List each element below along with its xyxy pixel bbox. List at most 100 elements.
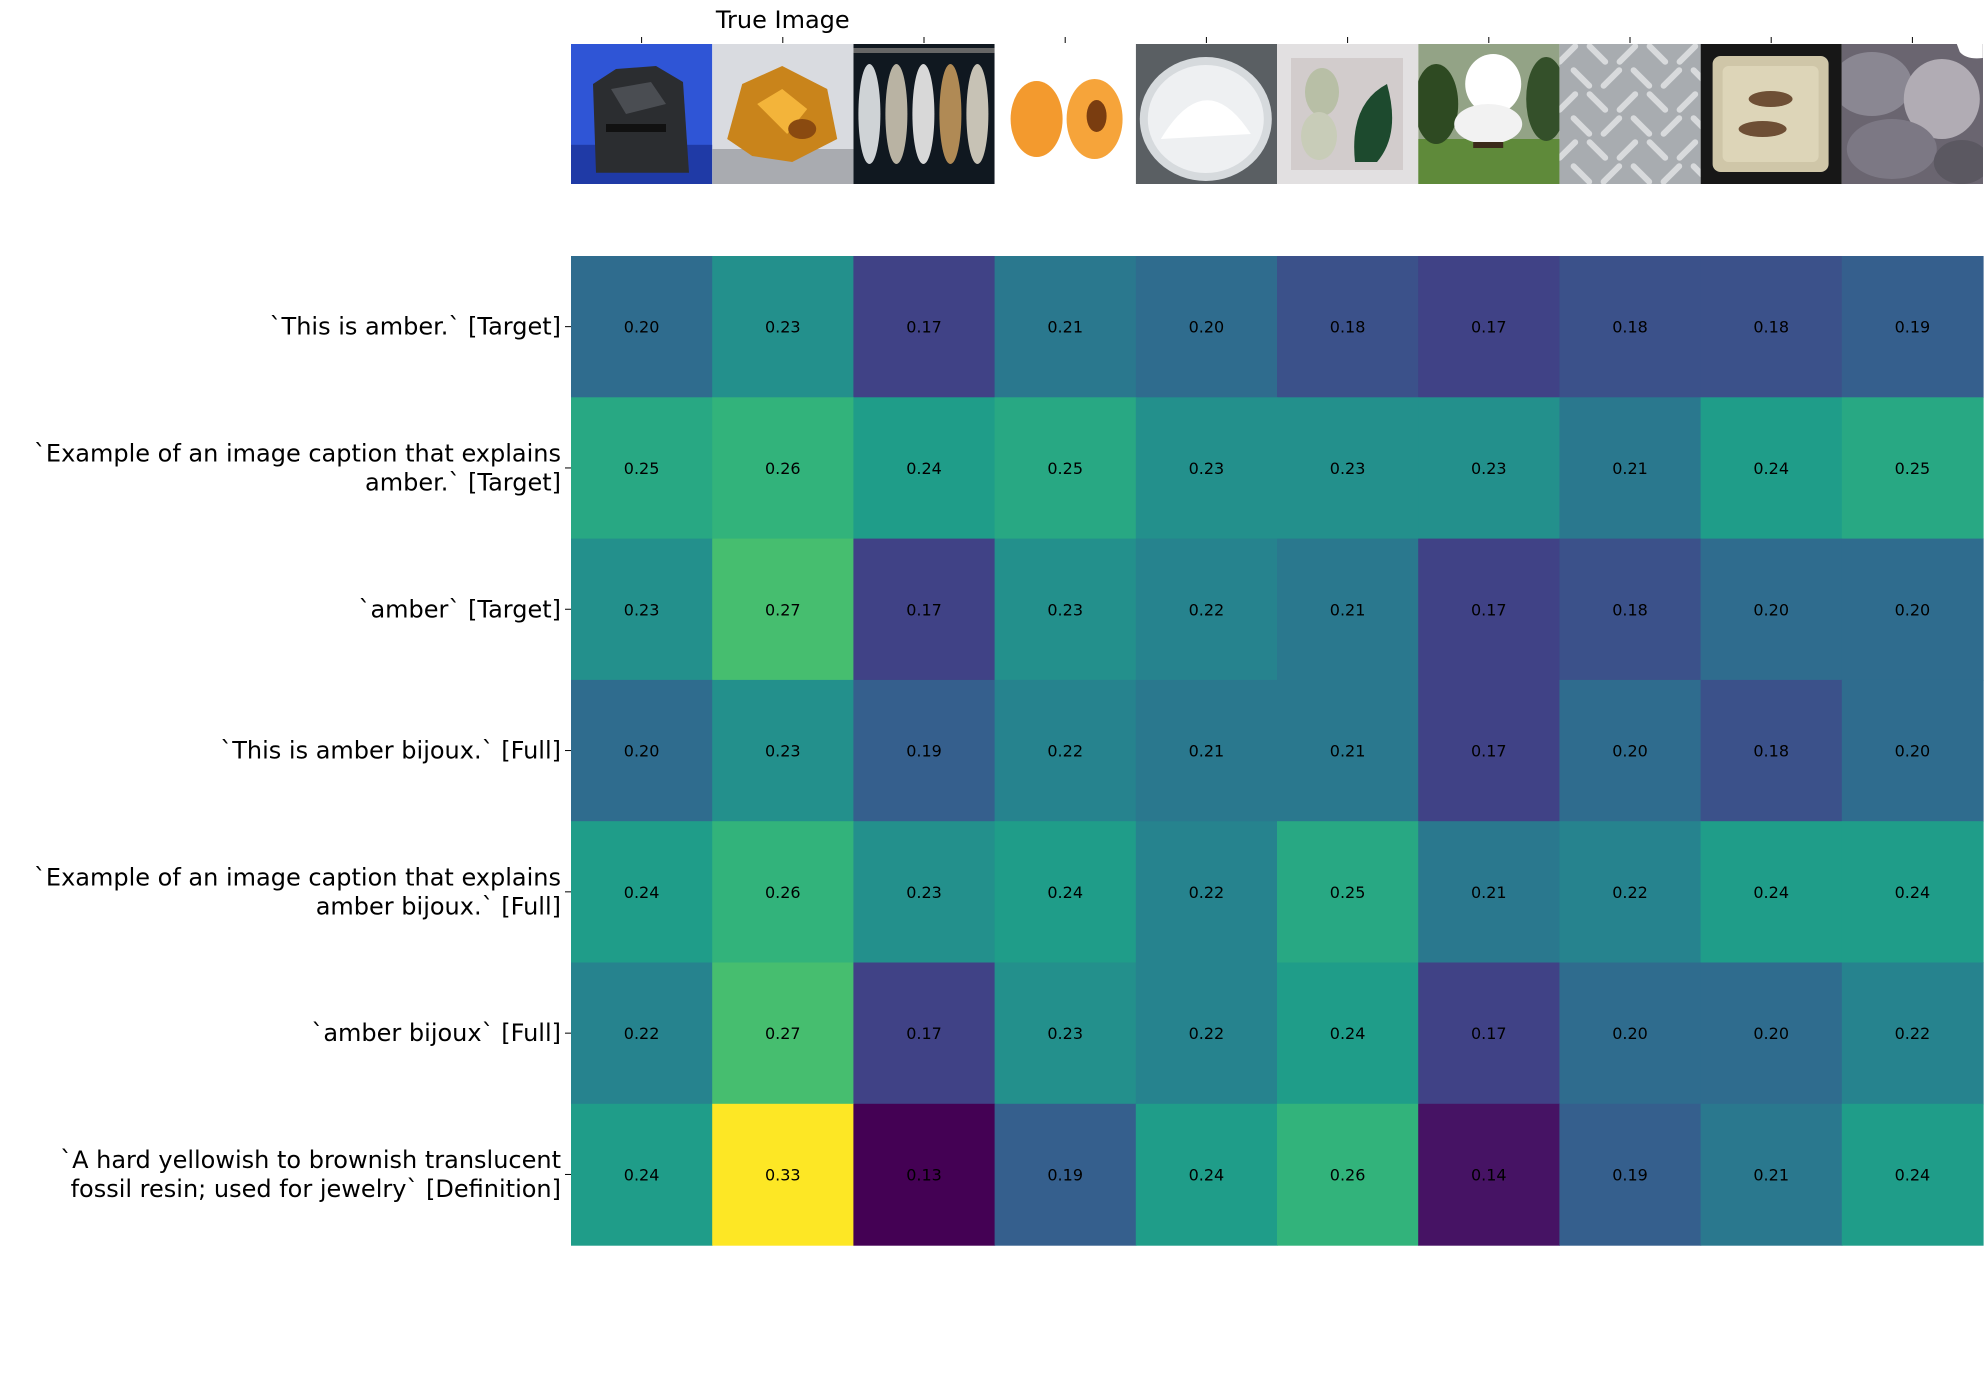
heatmap-cell (1841, 397, 1984, 540)
cell-value-label: 0.23 (765, 318, 801, 337)
cell-value-label: 0.22 (624, 1024, 660, 1043)
cell-value-label: 0.25 (1330, 883, 1366, 902)
cell-value-label: 0.25 (1047, 459, 1083, 478)
heatmap-cell (994, 397, 1137, 540)
heatmap-cell (994, 821, 1137, 964)
cave-painting-tile-photo-icon (1700, 44, 1842, 184)
heatmap-cell (853, 397, 996, 540)
cell-value-label: 0.24 (1753, 883, 1789, 902)
cell-value-label: 0.25 (624, 459, 660, 478)
heatmap-cell (853, 256, 996, 398)
cell-value-label: 0.23 (1189, 459, 1225, 478)
heatmap-cell (1841, 962, 1984, 1105)
cell-value-label: 0.26 (765, 883, 801, 902)
cell-value-label: 0.22 (1047, 742, 1083, 761)
cell-value-label: 0.24 (1330, 1024, 1366, 1043)
heatmap-cell (1277, 397, 1419, 540)
cell-value-label: 0.22 (1189, 1024, 1225, 1043)
diamond-plate-photo-icon (1559, 44, 1701, 184)
heatmap-cell (1418, 821, 1560, 964)
cell-value-label: 0.20 (1895, 742, 1931, 761)
heatmap-cell (1277, 538, 1419, 681)
cell-value-label: 0.23 (906, 883, 942, 902)
heatmap-cell (712, 962, 854, 1105)
heatmap-cell (1700, 1103, 1843, 1246)
cell-value-label: 0.19 (1047, 1165, 1083, 1184)
cell-value-label: 0.27 (765, 1024, 801, 1043)
heatmap-cell (994, 962, 1137, 1105)
heatmap-cell (1559, 256, 1702, 398)
cell-value-label: 0.23 (1047, 600, 1083, 619)
cell-value-label: 0.23 (624, 600, 660, 619)
heatmap-cell (571, 1103, 713, 1246)
heatmap-cell (1700, 397, 1843, 540)
cell-value-label: 0.20 (1753, 1024, 1789, 1043)
cell-value-label: 0.24 (906, 459, 942, 478)
heatmap-cell (712, 679, 854, 822)
heatmap-cell (853, 679, 996, 822)
cell-value-label: 0.21 (1612, 459, 1648, 478)
cell-value-label: 0.18 (1753, 318, 1789, 337)
cell-value-label: 0.22 (1612, 883, 1648, 902)
heatmap-cell (1277, 821, 1419, 964)
heatmap-cell (712, 1103, 854, 1246)
cell-value-label: 0.20 (1753, 600, 1789, 619)
heatmap-cell (1841, 256, 1984, 398)
cell-value-label: 0.20 (1612, 742, 1648, 761)
heatmap-cell (994, 256, 1137, 398)
cell-value-label: 0.21 (1753, 1165, 1789, 1184)
grey-rocks-photo-icon (1841, 44, 1984, 184)
cell-value-label: 0.20 (624, 318, 660, 337)
cell-value-label: 0.18 (1612, 318, 1648, 337)
cell-value-label: 0.24 (1047, 883, 1083, 902)
heatmap-cell (1135, 821, 1278, 964)
cell-value-label: 0.17 (906, 318, 942, 337)
heatmap-cell (1277, 1103, 1419, 1246)
cell-value-label: 0.22 (1189, 883, 1225, 902)
heatmap-cell (712, 821, 854, 964)
heatmap-cell (571, 256, 713, 398)
cell-value-label: 0.14 (1471, 1165, 1507, 1184)
cell-value-label: 0.17 (906, 600, 942, 619)
cell-value-label: 0.19 (1895, 318, 1931, 337)
heatmap-cell (994, 538, 1137, 681)
coal-photo-icon (571, 44, 713, 184)
heatmap-cell (1559, 962, 1702, 1105)
cell-value-label: 0.24 (1753, 459, 1789, 478)
row-label: amber bijoux.` [Full] (316, 892, 561, 920)
cell-value-label: 0.23 (1047, 1024, 1083, 1043)
cell-value-label: 0.21 (1330, 600, 1366, 619)
cell-value-label: 0.17 (906, 1024, 942, 1043)
cell-value-label: 0.20 (1189, 318, 1225, 337)
heatmap-cell (1277, 679, 1419, 822)
cell-value-label: 0.24 (1895, 883, 1931, 902)
cell-value-label: 0.21 (1330, 742, 1366, 761)
heatmap-cell (1418, 538, 1560, 681)
heatmap-cell (853, 962, 996, 1105)
heatmap-cell (712, 397, 854, 540)
heatmap-cell (1700, 679, 1843, 822)
cell-value-label: 0.33 (765, 1165, 801, 1184)
cell-value-label: 0.21 (1047, 318, 1083, 337)
heatmap-cell (1135, 538, 1278, 681)
row-label: `Example of an image caption that explai… (34, 863, 561, 891)
row-label: `This is amber bijoux.` [Full] (220, 737, 561, 765)
cell-value-label: 0.23 (765, 742, 801, 761)
heatmap-cell (1277, 962, 1419, 1105)
heatmap-cell (1418, 397, 1560, 540)
cell-value-label: 0.17 (1471, 318, 1507, 337)
jade-stones-photo-icon (1277, 44, 1419, 184)
cell-value-label: 0.24 (1189, 1165, 1225, 1184)
row-labels: `This is amber.` [Target] `Example of an … (34, 313, 571, 1203)
heatmap-cell (1418, 1103, 1560, 1246)
cell-value-label: 0.13 (906, 1165, 942, 1184)
heatmap-cell (571, 821, 713, 964)
heatmap-cell (1559, 397, 1702, 540)
heatmap-cells: 0.20 0.23 0.17 0.21 0.20 0.18 0.17 0.18 0.18 0.19… (571, 256, 1984, 1246)
heatmap-cell (1841, 1103, 1984, 1246)
heatmap-cell (1418, 962, 1560, 1105)
row-label: `This is amber.` [Target] (270, 313, 561, 341)
heatmap-cell (571, 962, 713, 1105)
cell-value-label: 0.24 (1895, 1165, 1931, 1184)
cell-value-label: 0.24 (624, 883, 660, 902)
